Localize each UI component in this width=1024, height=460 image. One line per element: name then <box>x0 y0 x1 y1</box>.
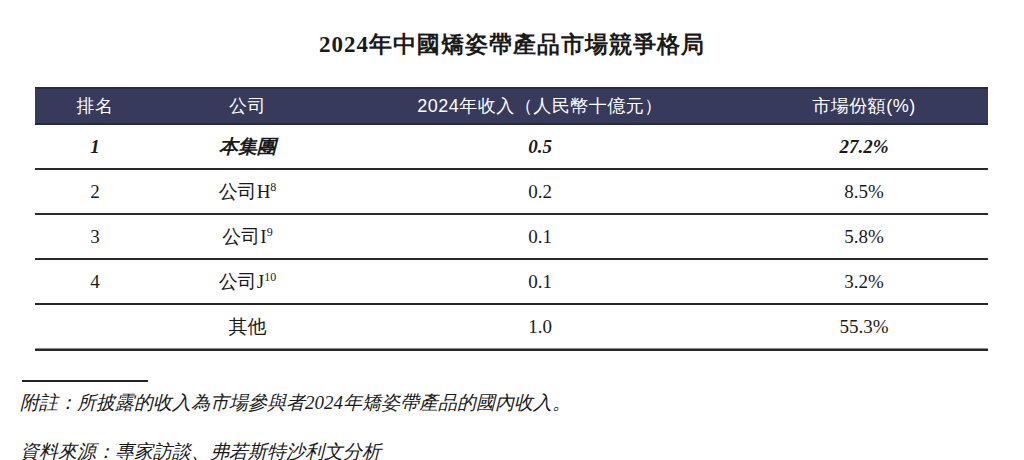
document-page: 2024年中國矯姿帶產品市場競爭格局 排名 公司 2024年收入（人民幣十億元）… <box>0 0 1024 460</box>
table-header-row: 排名 公司 2024年收入（人民幣十億元） 市場份額(%) <box>35 88 988 124</box>
table-row: 2 公司H8 0.2 8.5% <box>35 169 988 214</box>
cell-rank <box>35 304 155 348</box>
cell-revenue: 0.2 <box>340 169 740 214</box>
cell-company: 公司H8 <box>155 169 340 214</box>
column-header-company: 公司 <box>155 88 340 124</box>
cell-rank: 2 <box>35 169 155 214</box>
cell-company: 公司J10 <box>155 259 340 304</box>
cell-share: 5.8% <box>740 214 988 259</box>
footnote-marker: 10 <box>264 269 276 283</box>
cell-revenue: 0.1 <box>340 214 740 259</box>
page-title: 2024年中國矯姿帶產品市場競爭格局 <box>0 0 1024 60</box>
table-bottom-double-rule <box>35 348 988 351</box>
cell-company: 公司I9 <box>155 214 340 259</box>
footnote-marker: 8 <box>270 179 276 193</box>
source-text: 資料來源：專家訪談、弗若斯特沙利文分析 <box>20 439 1024 460</box>
table-row: 其他 1.0 55.3% <box>35 304 988 348</box>
cell-revenue: 1.0 <box>340 304 740 348</box>
cell-company: 本集團 <box>155 124 340 169</box>
cell-rank: 4 <box>35 259 155 304</box>
table-row: 3 公司I9 0.1 5.8% <box>35 214 988 259</box>
cell-share: 8.5% <box>740 169 988 214</box>
column-header-rank: 排名 <box>35 88 155 124</box>
cell-company: 其他 <box>155 304 340 348</box>
cell-share: 55.3% <box>740 304 988 348</box>
cell-revenue: 0.5 <box>340 124 740 169</box>
column-header-revenue: 2024年收入（人民幣十億元） <box>340 88 740 124</box>
cell-rank: 1 <box>35 124 155 169</box>
footnote-divider <box>22 380 148 382</box>
cell-share: 3.2% <box>740 259 988 304</box>
footnote-text: 附註：所披露的收入為市場參與者2024年矯姿帶產品的國內收入。 <box>20 390 1024 416</box>
table-row: 4 公司J10 0.1 3.2% <box>35 259 988 304</box>
column-header-share: 市場份額(%) <box>740 88 988 124</box>
market-competition-table: 排名 公司 2024年收入（人民幣十億元） 市場份額(%) 1 本集團 0.5 … <box>35 87 988 348</box>
cell-share: 27.2% <box>740 124 988 169</box>
footnote-marker: 9 <box>267 224 273 238</box>
table-row: 1 本集團 0.5 27.2% <box>35 124 988 169</box>
cell-revenue: 0.1 <box>340 259 740 304</box>
cell-rank: 3 <box>35 214 155 259</box>
